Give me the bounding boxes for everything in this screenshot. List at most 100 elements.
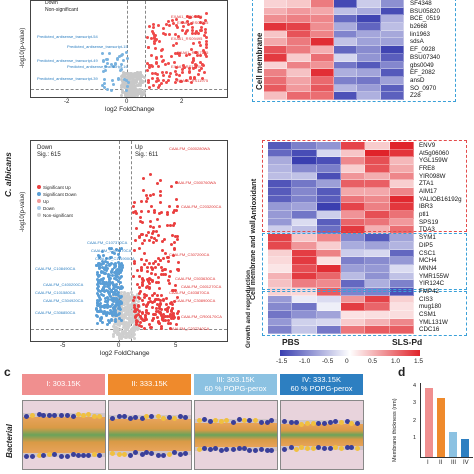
headgroup-bead <box>116 413 122 419</box>
headgroup-bead <box>259 446 265 452</box>
volcano-point <box>155 181 159 185</box>
volcano-point <box>179 79 183 83</box>
volcano-point <box>173 234 177 238</box>
heatmap-cell <box>292 149 317 158</box>
volcano-point <box>151 306 155 310</box>
volcano-point <box>135 76 139 80</box>
volcano-point <box>95 304 99 308</box>
volcano-point <box>120 262 124 266</box>
volcano-point <box>144 200 148 204</box>
volcano-point <box>96 278 100 282</box>
headgroup-bead <box>133 415 139 421</box>
volcano-point <box>130 294 134 298</box>
heatmap-cell <box>365 149 390 158</box>
gene-label: BSU07340 <box>410 53 440 61</box>
colorbar-tick: 1.5 <box>414 358 424 365</box>
heatmap-cell <box>341 203 366 212</box>
volcano-point <box>133 71 137 75</box>
heatmap-cell <box>341 280 366 288</box>
volcano-point <box>132 249 136 253</box>
volcano-point <box>172 211 176 215</box>
volcano-point <box>154 56 158 60</box>
volcano-point <box>155 316 159 320</box>
volcano-point <box>116 291 120 295</box>
heatmap-cell <box>316 295 341 304</box>
volcano-point <box>151 240 155 244</box>
heatmap-cell <box>341 326 366 334</box>
volcano-point <box>160 269 164 273</box>
headgroup-bead <box>333 445 339 451</box>
volcano-point <box>134 323 138 327</box>
volcano-point <box>160 307 164 311</box>
volcano-point <box>144 234 148 238</box>
heatmap-cell <box>264 23 288 31</box>
volcano-point <box>133 316 137 320</box>
volcano-point <box>96 264 100 268</box>
volcano-point <box>149 63 153 67</box>
volcano-point <box>101 249 105 253</box>
gene-label: CIS3 <box>419 295 433 303</box>
heatmap-cell <box>316 272 341 281</box>
volcano-point <box>195 53 199 57</box>
volcano-point <box>138 324 142 328</box>
heatmap-cell <box>341 241 366 250</box>
volcano-point <box>98 297 102 301</box>
gene-label: EF_0928 <box>410 46 436 54</box>
volcano-point <box>146 197 150 201</box>
heatmap-cell <box>316 249 341 258</box>
legend-swatch <box>37 199 41 203</box>
tail-band <box>281 424 363 446</box>
volcano-point <box>98 318 102 322</box>
volcano-point <box>156 73 160 77</box>
volcano-point <box>100 321 104 325</box>
volcano-point <box>107 287 111 291</box>
volcano-point <box>124 320 128 324</box>
volcano-point <box>150 37 154 41</box>
headgroup-bead <box>236 446 242 452</box>
volcano-point <box>115 302 119 306</box>
volcano-point <box>110 319 114 323</box>
headgroup-bead <box>304 421 310 427</box>
headgroup-bead <box>328 445 334 451</box>
volcano-point <box>158 84 162 88</box>
volcano-point <box>140 80 144 84</box>
volcano-label: EXA61_RS08265 <box>177 20 209 25</box>
heatmap-cell <box>365 188 390 196</box>
volcano-point <box>105 323 109 327</box>
headgroup-bead <box>86 453 92 459</box>
volcano-point <box>157 276 161 280</box>
heatmap-cell <box>380 23 404 31</box>
volcano-point <box>124 87 128 91</box>
volcano-point <box>116 297 120 301</box>
volcano-label: EXA61_RS17195 <box>177 50 209 55</box>
volcano-point <box>127 308 131 312</box>
water-band-bottom <box>281 449 363 469</box>
volcano-point <box>141 303 145 307</box>
volcano-point <box>169 313 173 317</box>
colorbar-tick: -0.5 <box>322 358 334 365</box>
volcano-point <box>133 238 137 242</box>
volcano-point <box>175 24 179 28</box>
volcano-point <box>121 71 125 75</box>
volcano-point <box>98 267 102 271</box>
heatmap-cell <box>334 30 358 39</box>
gene-label: DIP5 <box>419 241 433 249</box>
volcano-point <box>135 303 139 306</box>
volcano-point <box>111 300 115 304</box>
volcano-point <box>140 277 144 281</box>
headgroup-bead <box>182 451 188 457</box>
heatmap-cell <box>341 149 366 158</box>
panel-d-xlabel: IV <box>463 460 469 466</box>
heatmap-cell <box>389 142 414 150</box>
volcano-point <box>204 30 208 34</box>
heatmap-cell <box>316 318 341 327</box>
volcano-point <box>201 48 205 52</box>
heatmap-cell <box>292 326 317 334</box>
volcano-point <box>119 54 123 58</box>
headgroup-bead <box>202 446 208 452</box>
volcano-point <box>140 209 144 213</box>
volcano-point <box>157 309 161 313</box>
heatmap-cell <box>341 211 366 219</box>
volcano-point <box>166 321 170 325</box>
volcano-point <box>173 300 177 304</box>
